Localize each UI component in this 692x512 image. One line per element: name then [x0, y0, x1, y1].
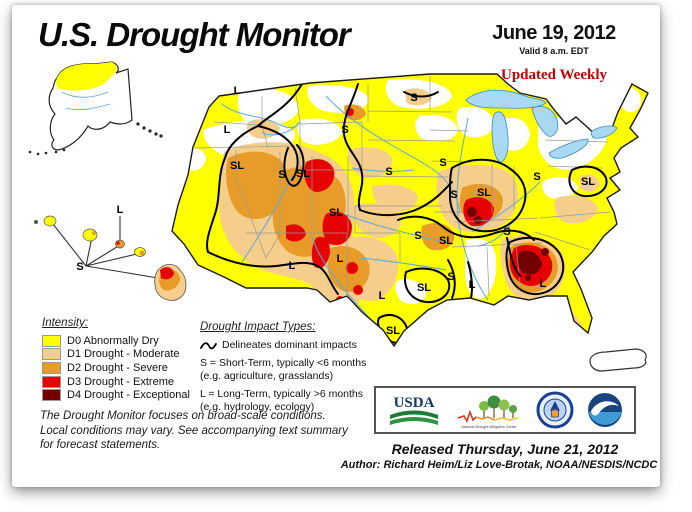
drought-fill-layers: [172, 74, 648, 346]
long-term-note: L = Long-Term, typically >6 months: [200, 388, 364, 400]
state-borders: [194, 76, 611, 297]
disclaimer-line-3: for forecast statements.: [40, 439, 161, 451]
legend-items: D0 Abnormally Dry D1 Drought - Moderate D2…: [42, 334, 202, 402]
legend-swatch: [42, 334, 61, 347]
date-block: June 19, 2012 Valid 8 a.m. EDT Updated W…: [468, 22, 640, 84]
legend-label: D1 Drought - Moderate: [67, 348, 180, 361]
impact-boundaries: [205, 83, 608, 344]
hawaii-inset: [34, 215, 187, 301]
puerto-rico-inset: [589, 348, 647, 372]
commerce-seal-icon: [536, 391, 574, 429]
legend-item: D1 Drought - Moderate: [42, 348, 202, 362]
disclaimer-text: The Drought Monitor focuses on broad-sca…: [40, 409, 370, 453]
legend-label: D2 Drought - Severe: [67, 361, 168, 374]
legend-item: D4 Drought - Exceptional: [42, 388, 202, 402]
legend-item: D0 Abnormally Dry: [42, 334, 202, 348]
legend-item: D2 Drought - Severe: [42, 361, 202, 375]
legend-title: Intensity:: [42, 317, 89, 329]
agency-logo-box: USDA National Drought Mitigation Center: [374, 386, 636, 434]
map-date: June 19, 2012: [492, 22, 616, 44]
usda-logo: USDA: [390, 395, 438, 425]
delineates-note: Delineates dominant impacts: [222, 339, 357, 351]
squiggle-icon: [200, 341, 217, 349]
impact-types-panel: Drought Impact Types: Delineates dominan…: [200, 321, 380, 413]
legend-label: D4 Drought - Exceptional: [67, 389, 190, 402]
long-term-examples: (e.g. hydrology, ecology): [200, 401, 315, 413]
svg-text:National Drought Mitigation Ce: National Drought Mitigation Center: [461, 425, 517, 429]
legend-swatch: [42, 389, 61, 402]
updated-weekly-note: Updated Weekly: [501, 67, 607, 83]
impact-types-title: Drought Impact Types:: [200, 321, 316, 333]
legend-label: D0 Abnormally Dry: [67, 334, 159, 347]
legend-label: D3 Drought - Extreme: [67, 375, 174, 388]
legend-swatch: [42, 348, 61, 361]
noaa-logo: [588, 393, 622, 427]
legend-item: D3 Drought - Extreme: [42, 375, 202, 389]
ndmc-logo: National Drought Mitigation Center: [457, 395, 519, 429]
released-date: Released Thursday, June 21, 2012: [391, 441, 619, 457]
legend-swatch: [42, 361, 61, 374]
short-term-note: S = Short-Term, typically <6 months: [200, 357, 367, 369]
svg-text:USDA: USDA: [394, 395, 435, 411]
drought-intensity-legend: Intensity: D0 Abnormally Dry D1 Drought -…: [42, 317, 202, 402]
great-lakes: [465, 89, 618, 163]
page-title: U.S. Drought Monitor: [38, 16, 351, 53]
valid-time: Valid 8 a.m. EDT: [519, 46, 589, 56]
legend-swatch: [42, 375, 61, 388]
disclaimer-line-2: Local conditions may vary. See accompany…: [40, 424, 348, 437]
alaska-inset: [28, 61, 163, 156]
short-term-examples: (e.g. agriculture, grasslands): [200, 370, 334, 382]
author-credit: Author: Richard Heim/Liz Love-Brotak, NO…: [340, 459, 658, 471]
disclaimer-line-1: The Drought Monitor focuses on broad-sca…: [40, 410, 326, 422]
